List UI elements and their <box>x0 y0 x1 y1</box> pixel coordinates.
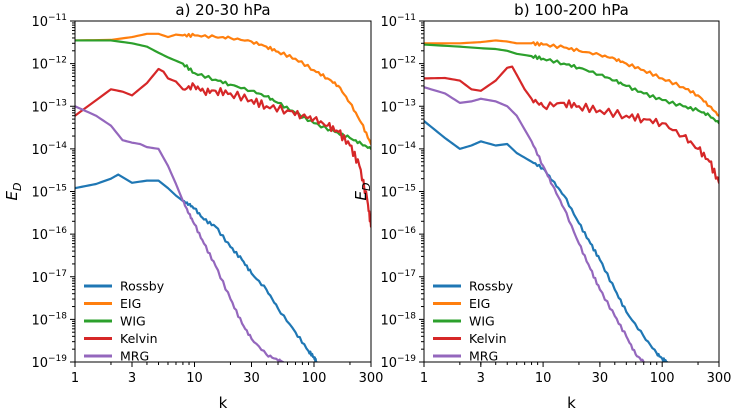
y-tick-label: 10−18 <box>31 311 67 328</box>
x-axis-label: k <box>567 394 576 412</box>
y-tick-label: 10−11 <box>31 13 67 30</box>
legend: Rossby EIG WIG Kelvin MRG <box>84 279 165 364</box>
legend: Rossby EIG WIG Kelvin MRG <box>433 279 514 364</box>
y-tick-label: 10−15 <box>31 184 67 201</box>
x-tick-label: 300 <box>359 371 384 386</box>
y-tick-label: 10−19 <box>31 354 67 371</box>
series-group <box>75 32 371 362</box>
series-line-eig <box>424 39 719 117</box>
x-tick-label: 10 <box>186 371 203 386</box>
y-tick-label: 10−12 <box>31 56 67 73</box>
y-tick-label: 10−14 <box>380 141 416 158</box>
legend-label-eig: EIG <box>469 296 490 311</box>
y-axis-label: ED <box>352 183 373 201</box>
x-tick-label: 1 <box>71 371 79 386</box>
x-axis-label: k <box>219 394 228 412</box>
y-tick-label: 10−17 <box>380 269 416 286</box>
legend-label-rossby: Rossby <box>120 279 165 294</box>
x-tick-label: 3 <box>128 371 136 386</box>
series-line-kelvin <box>424 65 719 184</box>
series-line-mrg <box>424 86 645 362</box>
legend-label-rossby: Rossby <box>469 279 514 294</box>
series-line-rossby <box>424 119 669 362</box>
legend-label-kelvin: Kelvin <box>469 331 507 346</box>
y-tick-label: 10−17 <box>31 269 67 286</box>
panel-a: 1 3 10 30 100 300 10−19 10−18 10−17 10−16 10−15 10−… <box>3 1 383 412</box>
panel-b: 1 3 10 30 100 30010−1910−1810−1710−1610−1510−… <box>352 1 731 412</box>
x-tick-label: 30 <box>592 371 609 386</box>
x-tick-label: 100 <box>302 371 327 386</box>
legend-label-wig: WIG <box>469 314 495 329</box>
y-tick-label: 10−16 <box>380 226 416 243</box>
panel-title: a) 20-30 hPa <box>175 1 270 19</box>
x-tick-label: 3 <box>477 371 485 386</box>
series-line-mrg <box>75 105 285 362</box>
x-tick-label: 10 <box>535 371 552 386</box>
series-group <box>424 39 719 362</box>
legend-label-mrg: MRG <box>120 349 149 364</box>
legend-label-wig: WIG <box>120 314 146 329</box>
x-tick-label: 1 <box>420 371 428 386</box>
series-line-wig <box>424 43 719 125</box>
panel-title: b) 100-200 hPa <box>514 1 629 19</box>
y-tick-label: 10−18 <box>380 311 416 328</box>
y-tick-label: 10−14 <box>31 141 67 158</box>
y-tick-label: 10−16 <box>31 226 67 243</box>
series-line-rossby <box>75 173 318 362</box>
legend-label-mrg: MRG <box>469 349 498 364</box>
y-tick-label: 10−13 <box>31 98 67 115</box>
y-tick-label: 10−11 <box>380 13 416 30</box>
series-line-eig <box>75 32 371 146</box>
series-line-kelvin <box>75 67 371 228</box>
legend-label-eig: EIG <box>120 296 141 311</box>
y-tick-label: 10−12 <box>380 56 416 73</box>
y-axis-label: ED <box>3 183 24 201</box>
y-tick-label: 10−13 <box>380 98 416 115</box>
y-tick-label: 10−19 <box>380 354 416 371</box>
x-tick-label: 100 <box>650 371 675 386</box>
x-tick-label: 30 <box>243 371 260 386</box>
y-tick-label: 10−15 <box>380 184 416 201</box>
legend-label-kelvin: Kelvin <box>120 331 158 346</box>
x-tick-label: 300 <box>707 371 732 386</box>
